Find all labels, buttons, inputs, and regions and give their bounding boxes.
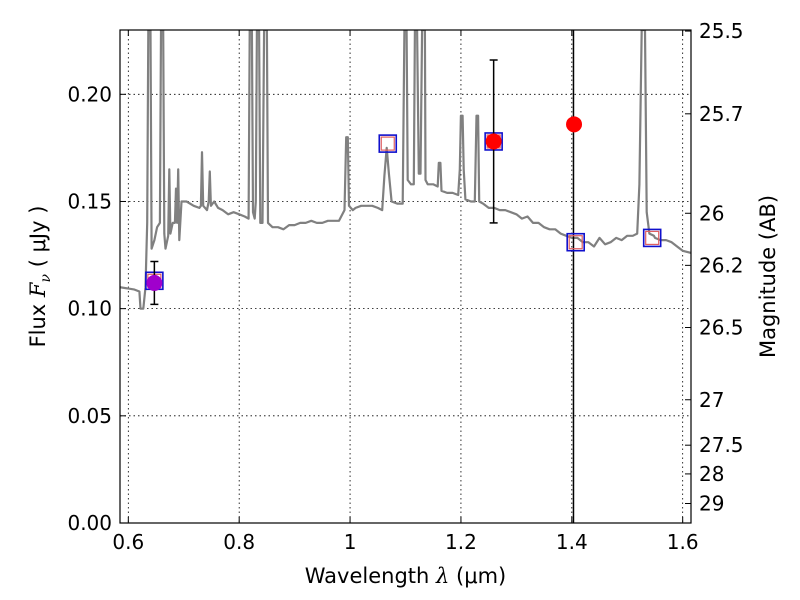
observed-photometry-point [485,133,502,150]
y2-tick-label: 26.2 [699,253,744,277]
markers [145,30,662,523]
plot-frame [119,29,692,524]
y2-tick-label: 27.5 [699,433,744,457]
y-tick-label: 0.10 [67,297,112,321]
model-photometry-inner-square [380,136,395,151]
observed-photometry-point [566,116,583,133]
y-tick-label: 0.15 [67,189,112,213]
y2-tick-label: 25.7 [699,102,744,126]
x-tick-label: 1 [344,530,357,554]
y-tick-label: 0.00 [67,511,112,535]
spectrum-line [120,30,691,310]
y2-tick-label: 29 [699,491,724,515]
model-photometry-inner-square [568,235,583,250]
y2-tick-label: 25.5 [699,19,744,43]
x-tick-label: 1.2 [445,530,477,554]
y2-tick-label: 28 [699,462,724,486]
x-axis-label: Wavelength λ (μm) [305,564,506,588]
y-tick-label: 0.05 [67,404,112,428]
model-photometry-square [566,232,585,252]
y2-tick-label: 26 [699,201,724,225]
plot-area [120,30,691,310]
x-tick-label: 1.6 [667,530,699,554]
y-axis-label: Flux Fν ( μJy ) [26,206,54,348]
y2-tick-label: 26.5 [699,316,744,340]
model-photometry-square [642,228,662,248]
ticks: 0.6 0.8 1 1.2 1.4 1.6 0.00 0.05 0.10 0.15 0.20 25.5… [67,19,743,554]
x-tick-label: 0.6 [112,530,144,554]
model-photometry-square [378,134,398,153]
y2-axis-label: Magnitude (AB) [756,195,780,358]
y2-tick-label: 27 [699,388,724,412]
x-tick-label: 1.4 [556,530,588,554]
y-tick-label: 0.20 [67,82,112,106]
model-photometry-inner-square [645,230,660,246]
grid [120,30,691,524]
observed-photometry-point [146,274,163,291]
x-tick-label: 0.8 [223,530,255,554]
